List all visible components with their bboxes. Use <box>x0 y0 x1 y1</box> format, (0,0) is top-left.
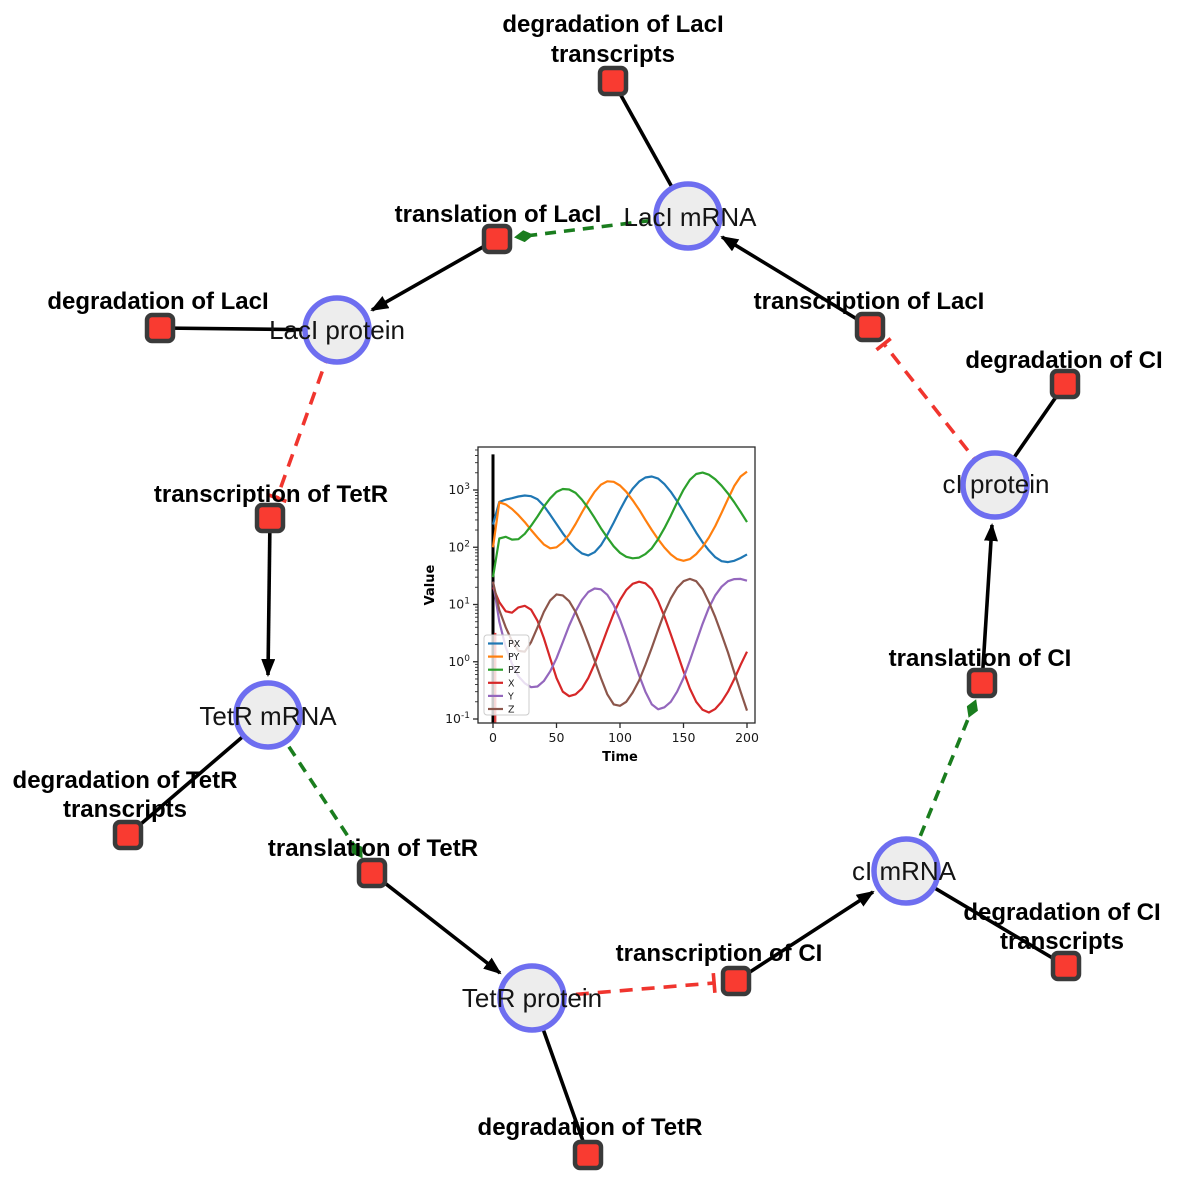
reaction-label: degradation of CI <box>963 899 1160 926</box>
species-node-laci-mrna <box>653 181 723 251</box>
y-tick-label: 101 <box>448 597 470 612</box>
plot-area <box>491 454 749 723</box>
activation-cimrna-to-translation-ci <box>904 699 978 872</box>
reaction-label: transcripts <box>551 41 675 68</box>
species-node-ci-mrna <box>871 836 941 906</box>
arrow-transcription-ci-to-cimrna <box>735 890 875 983</box>
reaction-label: transcripts <box>63 796 187 823</box>
chart-series-PX <box>491 475 748 564</box>
x-tick-label: 50 <box>549 730 565 745</box>
arrow-translation-ci-to-ciprotein <box>980 523 998 684</box>
reaction-node-degradation-tetr <box>572 1139 604 1171</box>
species-label: TetR protein <box>462 983 602 1013</box>
y-tick-label: 103 <box>448 482 470 497</box>
reaction-node-degradation-laci-transcripts <box>597 65 629 97</box>
reaction-node-transcription-laci <box>854 311 886 343</box>
species-label: cI mRNA <box>852 856 957 886</box>
legend-label-PX: PX <box>508 639 521 650</box>
chart-series-Y <box>491 577 748 711</box>
reaction-node-transcription-tetr <box>254 502 286 534</box>
tbar-transcription-laci <box>875 337 892 352</box>
edges <box>126 80 1067 1156</box>
reaction-label: translation of LacI <box>395 201 602 228</box>
chart-series-X <box>491 580 748 714</box>
x-tick-label: 100 <box>608 730 632 745</box>
chart-series-PZ <box>491 471 748 578</box>
species-node-tetr-protein <box>497 963 567 1033</box>
reaction-label: transcription of CI <box>616 940 823 967</box>
chart-series-Z <box>491 577 749 711</box>
legend-label-PY: PY <box>508 652 520 663</box>
legend-label-X: X <box>508 678 515 689</box>
reaction-node-translation-tetr <box>356 857 388 889</box>
arrow-translation-tetr-to-tetrprotein <box>370 871 502 975</box>
species-label: LacI protein <box>269 315 405 345</box>
reaction-node-translation-ci <box>966 667 998 699</box>
chart-legend: PX PY PZ XYZ <box>483 634 530 716</box>
y-tick-label: 10-1 <box>445 711 470 726</box>
reaction-label: translation of TetR <box>268 835 478 862</box>
arrow-transcription-tetr-to-tetrmrna <box>261 517 276 677</box>
reaction-label: degradation of LacI <box>502 11 723 38</box>
reaction-label: degradation of CI <box>965 347 1162 374</box>
reaction-node-degradation-ci-transcripts <box>1050 950 1082 982</box>
tbar-transcription-ci <box>711 972 717 993</box>
reaction-label: degradation of TetR <box>478 1114 703 1141</box>
reaction-node-translation-laci <box>481 223 513 255</box>
y-tick-label: 100 <box>448 654 470 669</box>
reaction-label: translation of CI <box>889 645 1072 672</box>
x-tick-label: 150 <box>672 730 696 745</box>
inset-chart: 0 50 100 150 200 10-1 100 101 102 103 Time Value PX P… <box>420 430 775 765</box>
legend-label-PZ: PZ <box>508 665 521 676</box>
chart-svg: 0 50 100 150 20010-1100101102103TimeValuePXP… <box>423 446 759 765</box>
reaction-node-degradation-tetr-transcripts <box>112 819 144 851</box>
reaction-node-transcription-ci <box>720 965 752 997</box>
reaction-label: transcription of LacI <box>754 288 985 315</box>
reaction-nodes <box>112 65 1082 1171</box>
x-tick-label: 0 <box>489 730 497 745</box>
x-tick-label: 200 <box>735 730 759 745</box>
species-label: LacI mRNA <box>624 202 758 232</box>
y-axis-label: Value <box>423 564 438 605</box>
species-labels: LacI mRNA LacI protein cI protein TetR m… <box>199 202 1049 1013</box>
y-tick-label: 102 <box>448 539 470 554</box>
reaction-node-degradation-ci <box>1049 368 1081 400</box>
tbar-transcription-tetr <box>266 492 288 504</box>
reaction-label: degradation of TetR <box>13 767 238 794</box>
legend-label-Y: Y <box>507 691 514 702</box>
reaction-label: transcription of TetR <box>154 481 388 508</box>
chart-axes: 0 50 100 150 200 10-1 100 101 102 103 Time Value <box>423 446 759 765</box>
legend-label-Z: Z <box>508 705 515 716</box>
species-node-laci-protein <box>302 295 372 365</box>
arrow-transcription-laci-to-lacimrna <box>720 235 871 329</box>
species-nodes <box>233 181 1030 1033</box>
reaction-label: degradation of LacI <box>47 288 268 315</box>
arrow-translation-laci-to-laciprotein <box>370 237 498 312</box>
reaction-labels: degradation of LacI transcripts translat… <box>13 11 1163 1141</box>
species-label: cI protein <box>943 469 1050 499</box>
reaction-node-degradation-laci <box>144 312 176 344</box>
reaction-label: transcripts <box>1000 928 1124 955</box>
x-axis-label: Time <box>602 750 638 765</box>
species-node-ci-protein <box>960 450 1030 520</box>
species-node-tetr-mrna <box>233 680 303 750</box>
chart-series-PY <box>491 470 748 562</box>
species-label: TetR mRNA <box>199 701 337 731</box>
